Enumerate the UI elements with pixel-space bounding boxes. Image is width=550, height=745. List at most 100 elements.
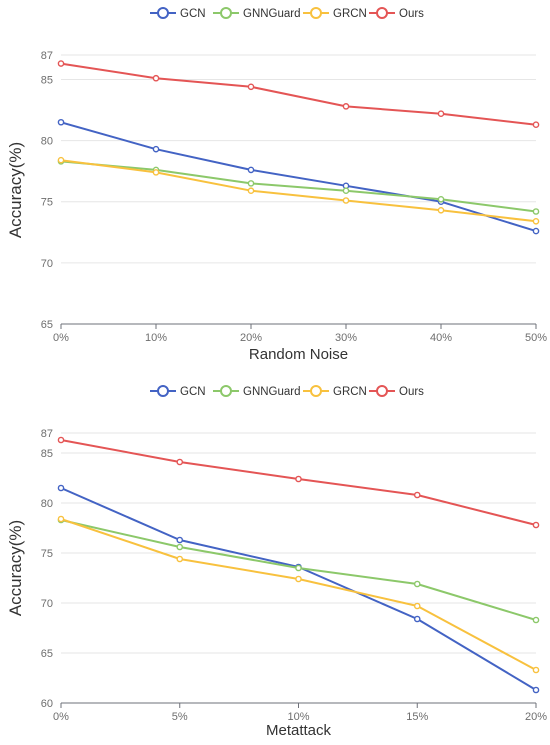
y-axis-title: Accuracy(%) [6,520,25,616]
data-point[interactable] [342,197,350,204]
data-point[interactable] [247,187,255,195]
legend-marker [220,385,232,397]
y-tick-label: 65 [41,648,53,660]
y-tick-label: 70 [41,598,53,610]
data-point[interactable] [57,156,65,164]
data-point[interactable] [413,602,421,610]
y-tick-label: 70 [41,258,53,270]
x-tick-label: 10% [287,711,309,723]
series-gnnguard [57,158,540,215]
series-gnnguard [57,516,540,624]
data-point[interactable] [295,475,302,483]
x-tick-label: 0% [53,711,69,723]
x-tick-label: 0% [53,332,69,344]
data-point[interactable] [532,121,540,128]
legend-item-ours[interactable]: Ours [369,385,424,398]
series-gcn [57,118,540,235]
x-tick-label: 40% [430,332,452,344]
legend-marker [157,385,169,397]
data-point[interactable] [152,169,160,176]
data-point[interactable] [342,187,350,195]
data-point[interactable] [295,575,302,583]
data-point[interactable] [57,515,65,523]
legend-item-gnnguard[interactable]: GNNGuard [213,7,301,20]
series-line [60,487,537,691]
data-point[interactable] [342,103,350,110]
x-tick-label: 20% [240,332,262,344]
series-line [60,62,537,126]
series-line [60,159,537,223]
legend-item-gnnguard[interactable]: GNNGuard [213,385,301,398]
data-point[interactable] [57,484,65,492]
y-tick-label: 87 [41,50,53,62]
y-tick-label: 80 [41,136,53,148]
data-point[interactable] [413,580,421,588]
legend-item-gcn[interactable]: GCN [150,7,206,20]
x-tick-label: 50% [525,332,547,344]
y-tick-label: 80 [41,498,53,510]
data-point[interactable] [532,616,540,624]
x-tick-label: 20% [525,711,547,723]
legend-marker [310,7,322,19]
legend-label: Ours [399,8,424,20]
data-point[interactable] [176,555,184,563]
data-point[interactable] [247,180,255,187]
data-point[interactable] [57,60,65,67]
legend-marker [310,385,322,397]
legend-item-gcn[interactable]: GCN [150,385,206,398]
data-point[interactable] [57,118,65,126]
y-tick-label: 85 [41,74,53,86]
x-tick-label: 15% [406,711,428,723]
data-point[interactable] [532,686,540,694]
series-grcn [57,515,540,674]
data-point[interactable] [437,195,445,203]
legend-marker [157,7,169,19]
x-tick-label: 30% [335,332,357,344]
y-tick-label: 85 [41,448,53,460]
data-point[interactable] [247,166,255,174]
legend-marker [220,7,232,19]
data-point[interactable] [413,615,421,623]
data-point[interactable] [532,521,540,529]
legend-label: GNNGuard [243,8,301,20]
data-point[interactable] [152,74,160,82]
legend-label: GCN [180,8,206,20]
x-tick-label: 5% [172,711,188,723]
x-tick-label: 10% [145,332,167,344]
chart-random-noise: GCN GNNGuard GRCN Ours 65 70 75 80 85 87 0% 10% 20% 3… [6,7,547,363]
legend-item-grcn[interactable]: GRCN [303,385,367,398]
legend-item-ours[interactable]: Ours [369,7,424,20]
data-point[interactable] [176,543,184,551]
x-axis-title: Random Noise [249,346,348,363]
legend-label: GCN [180,386,206,398]
legend-label: GNNGuard [243,386,301,398]
data-point[interactable] [532,666,540,674]
data-point[interactable] [57,436,65,444]
data-point[interactable] [176,458,184,466]
legend-item-grcn[interactable]: GRCN [303,7,367,20]
data-point[interactable] [532,208,540,215]
legend-marker [376,7,388,19]
data-point[interactable] [413,491,421,499]
chart-metattack: GCN GNNGuard GRCN Ours 60 65 70 75 80 85 87 0% 5% 10%… [6,385,547,739]
y-tick-label: 75 [41,548,53,560]
data-point[interactable] [176,536,184,544]
data-point[interactable] [437,206,445,214]
data-point[interactable] [532,227,540,235]
legend-label: Ours [399,386,424,398]
y-tick-label: 60 [41,698,53,710]
data-point[interactable] [295,564,302,572]
series-line [60,160,537,213]
legend-marker [376,385,388,397]
legend-label: GRCN [333,386,367,398]
data-point[interactable] [437,110,445,117]
series-gcn [57,484,540,694]
data-point[interactable] [152,145,160,153]
series-line [60,121,537,233]
y-axis-title: Accuracy(%) [6,142,25,238]
data-point[interactable] [532,217,540,225]
data-point[interactable] [247,83,255,91]
series-ours [57,60,540,128]
series-ours [57,436,540,529]
